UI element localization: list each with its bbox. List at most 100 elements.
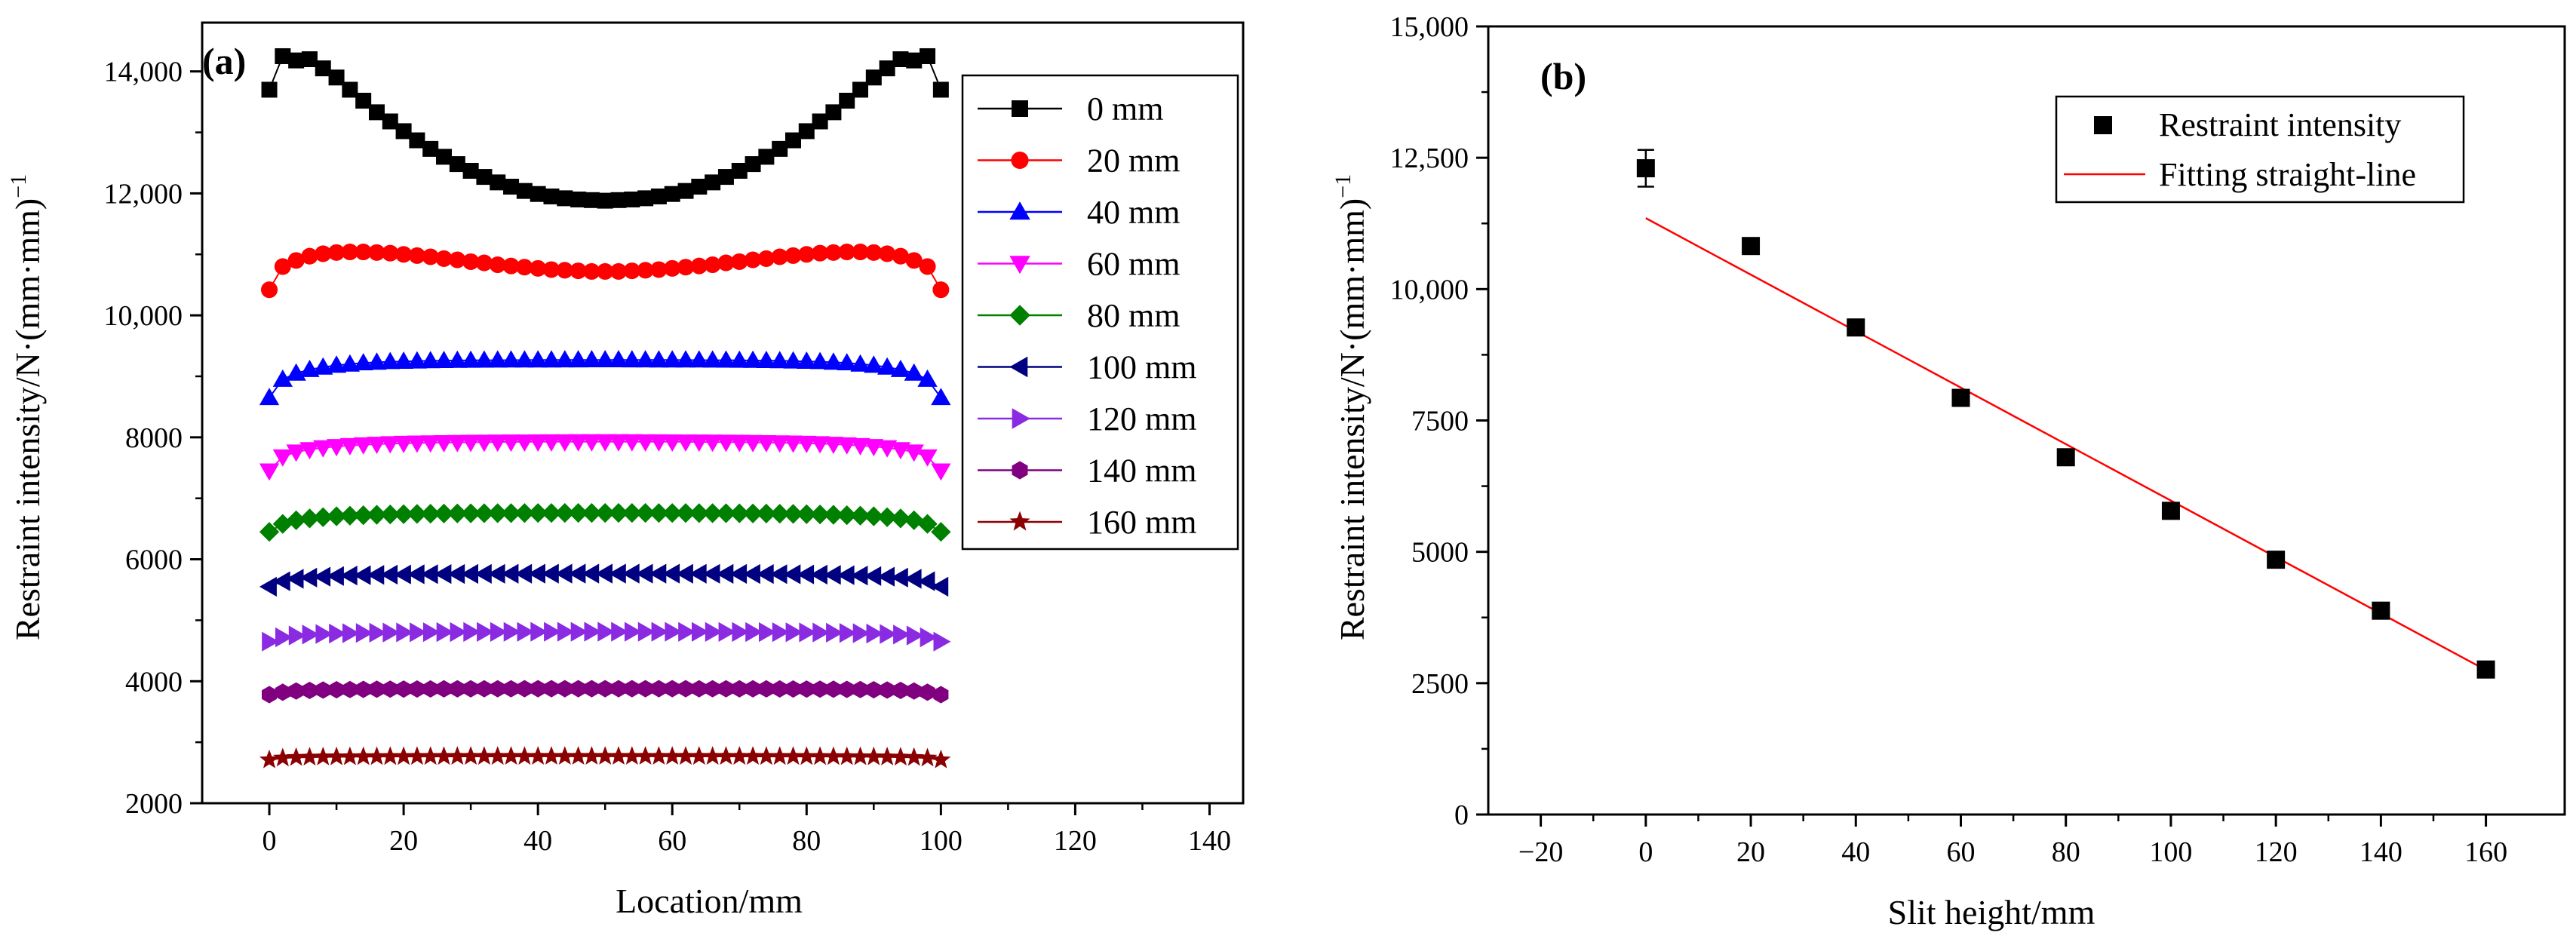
legend-entry-label: 0 mm	[1087, 91, 1163, 127]
data-point	[1636, 159, 1655, 178]
data-point	[689, 434, 709, 453]
data-point	[353, 437, 373, 455]
data-point	[608, 350, 629, 367]
data-point	[798, 246, 815, 263]
data-point	[339, 437, 360, 456]
data-point	[450, 621, 468, 643]
data-point	[436, 149, 453, 165]
data-point	[597, 621, 616, 642]
panel-b-x-axis-title: Slit height/mm	[1888, 893, 2095, 931]
data-point	[582, 746, 602, 765]
data-point	[690, 257, 708, 275]
data-point	[675, 503, 696, 523]
data-point	[622, 563, 640, 584]
data-point	[422, 622, 441, 643]
data-point	[272, 369, 293, 387]
series-line-0-mm	[269, 55, 942, 202]
data-point	[394, 435, 414, 453]
data-point	[275, 627, 293, 648]
data-point	[395, 123, 412, 140]
data-point	[691, 680, 707, 698]
data-point	[286, 444, 306, 462]
data-point	[649, 434, 669, 452]
data-point	[595, 746, 616, 765]
legend-marker	[1009, 256, 1030, 275]
data-point	[892, 681, 908, 699]
data-point	[501, 503, 521, 523]
legend-entry-label: 40 mm	[1087, 194, 1180, 231]
legend-marker	[1012, 461, 1028, 480]
legend-entry-label: Fitting straight-line	[2159, 156, 2416, 193]
panel-b-y-tick-label: 0	[1454, 799, 1469, 831]
panel-b-chart: −20 0 20 40 60 80 100 120 140 160 0 2500 5000 7500 10,…	[1331, 11, 2566, 931]
data-point	[367, 437, 387, 454]
data-point	[879, 60, 895, 77]
data-point	[382, 622, 401, 643]
data-point	[2056, 448, 2075, 467]
data-point	[422, 140, 439, 157]
data-point	[931, 388, 951, 406]
data-point	[891, 747, 910, 766]
data-point	[798, 123, 815, 140]
data-point	[702, 563, 720, 584]
panel-b-y-tick-label: 10,000	[1390, 274, 1469, 305]
data-point	[877, 747, 898, 766]
data-point	[623, 262, 640, 280]
data-point	[784, 132, 801, 149]
panel-a-x-tick-label: 40	[523, 825, 552, 857]
data-point	[705, 680, 720, 698]
data-point	[772, 140, 788, 157]
data-point	[823, 352, 843, 370]
data-point	[783, 351, 803, 369]
data-point	[554, 434, 575, 452]
data-point	[528, 350, 548, 368]
data-point	[705, 174, 721, 191]
data-point	[675, 350, 696, 368]
data-point	[783, 564, 801, 584]
data-point	[702, 746, 723, 765]
data-point	[367, 352, 387, 370]
data-point	[503, 621, 521, 642]
data-point	[769, 746, 790, 766]
data-point	[892, 51, 909, 68]
data-point	[503, 680, 519, 698]
data-point	[920, 627, 938, 648]
legend-entry-label: 20 mm	[1087, 143, 1180, 179]
data-point	[756, 746, 776, 766]
data-point	[554, 503, 575, 523]
data-point	[475, 254, 493, 272]
data-point	[570, 262, 587, 280]
data-point	[865, 69, 882, 86]
data-point	[516, 183, 533, 199]
panel-a-y-tick-label: 12,000	[104, 178, 183, 210]
data-point	[449, 251, 466, 268]
data-point	[906, 682, 922, 700]
data-point	[772, 622, 790, 643]
data-point	[530, 680, 546, 698]
panel-a-y-tick-label: 8000	[125, 422, 183, 454]
data-point	[649, 563, 667, 584]
data-point	[745, 251, 762, 268]
data-point	[487, 350, 508, 368]
data-point	[1742, 237, 1761, 256]
data-point	[342, 680, 358, 698]
data-point	[810, 351, 831, 370]
data-point	[769, 351, 790, 369]
data-point	[742, 434, 763, 453]
data-point	[678, 680, 693, 698]
data-point	[286, 747, 306, 766]
data-point	[568, 350, 588, 368]
data-point	[528, 503, 548, 523]
data-point	[490, 174, 506, 191]
data-point	[785, 622, 803, 643]
panel-a-x-tick-label: 120	[1054, 825, 1097, 857]
data-point	[353, 565, 371, 585]
data-point	[890, 360, 911, 377]
panel-a-y-axis-title-exponent: −1	[6, 174, 31, 198]
data-point	[635, 746, 656, 765]
data-point	[450, 680, 465, 698]
data-point	[595, 350, 616, 367]
data-point	[624, 191, 640, 207]
data-point	[420, 564, 438, 584]
data-point	[622, 503, 642, 523]
